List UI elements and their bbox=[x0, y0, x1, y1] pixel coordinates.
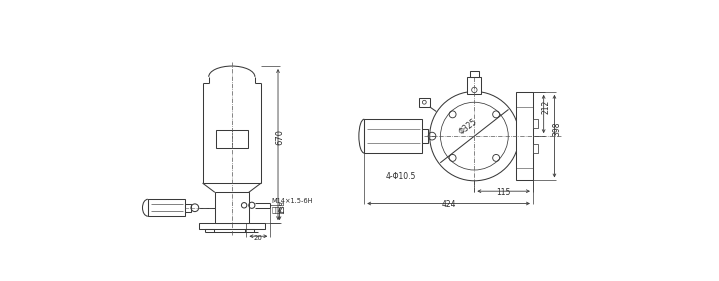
Text: 212: 212 bbox=[541, 100, 551, 114]
Text: 20: 20 bbox=[254, 235, 263, 241]
Text: 115: 115 bbox=[496, 188, 510, 197]
Bar bbox=[215, 192, 249, 223]
Bar bbox=[533, 119, 539, 128]
Bar bbox=[467, 77, 481, 94]
Text: Φ325: Φ325 bbox=[457, 117, 479, 137]
Text: 138: 138 bbox=[279, 200, 285, 214]
Bar bbox=[419, 98, 430, 107]
Bar bbox=[422, 129, 428, 143]
Bar bbox=[516, 92, 533, 180]
Text: 出油口: 出油口 bbox=[272, 206, 285, 213]
Bar bbox=[148, 199, 185, 216]
Bar bbox=[470, 71, 479, 77]
Bar bbox=[198, 223, 265, 228]
Bar bbox=[185, 204, 191, 212]
Text: 670: 670 bbox=[276, 129, 285, 145]
Bar bbox=[365, 119, 422, 153]
Text: M14×1.5-6H: M14×1.5-6H bbox=[272, 198, 313, 204]
Text: 424: 424 bbox=[441, 200, 456, 209]
Text: 4-Φ10.5: 4-Φ10.5 bbox=[385, 172, 416, 181]
Bar bbox=[533, 144, 539, 153]
Bar bbox=[216, 130, 248, 148]
Text: 398: 398 bbox=[552, 122, 562, 136]
